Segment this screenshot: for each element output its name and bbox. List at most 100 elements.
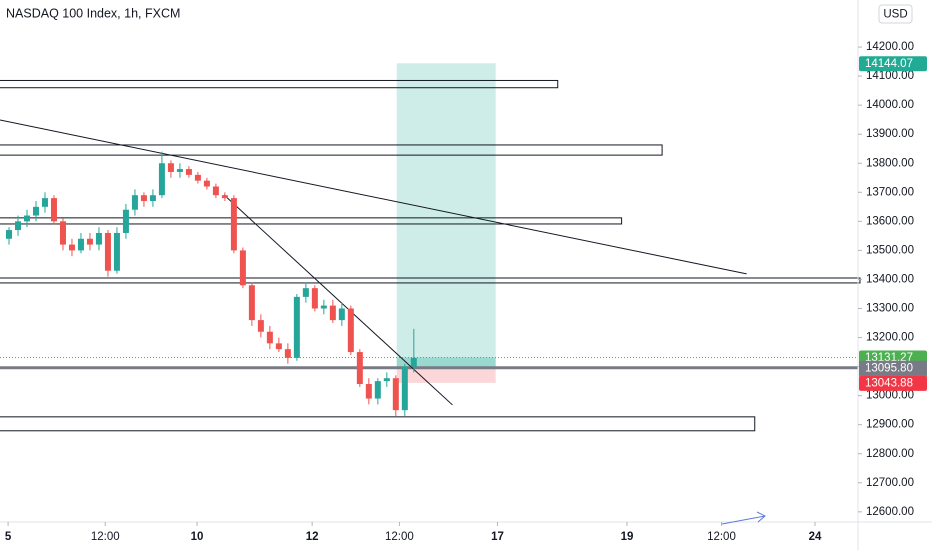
- y-tick-label: 13400.00: [866, 273, 914, 285]
- plot-area: [0, 63, 861, 432]
- y-tick-label: 13300.00: [866, 303, 914, 315]
- candle: [329, 299, 336, 324]
- candle: [320, 299, 327, 315]
- candle: [50, 195, 57, 225]
- candle-body: [131, 195, 138, 210]
- candle-body: [356, 352, 363, 385]
- x-tick-label: 24: [809, 531, 822, 543]
- candle-body: [311, 288, 318, 309]
- currency-box[interactable]: [878, 4, 913, 24]
- candle-body: [41, 198, 48, 207]
- candle-body: [275, 343, 282, 350]
- trendline: [0, 119, 747, 275]
- candle-body: [77, 238, 84, 251]
- candle-body: [302, 288, 309, 297]
- candle: [266, 325, 273, 350]
- position-stop-zone: [396, 367, 496, 383]
- candle-body: [257, 320, 264, 332]
- candle-body: [32, 206, 39, 216]
- candle-body: [230, 198, 237, 251]
- candle: [257, 314, 264, 338]
- candle: [230, 195, 237, 254]
- y-tick-label: 13800.00: [866, 157, 914, 169]
- x-tick-label: 19: [621, 531, 634, 543]
- candle: [167, 160, 174, 178]
- candle: [23, 209, 30, 228]
- candle: [221, 192, 228, 202]
- candle: [140, 192, 147, 207]
- y-tick-label: 14000.00: [866, 99, 914, 111]
- candle: [365, 378, 372, 405]
- candle: [410, 328, 417, 373]
- candle: [248, 282, 255, 326]
- x-tick-label: 17: [491, 531, 504, 543]
- candle-body: [293, 296, 300, 358]
- candle-body: [59, 221, 66, 245]
- zone: [0, 79, 559, 89]
- y-tick-label: 13200.00: [866, 332, 914, 344]
- candle: [401, 363, 408, 416]
- stop-price-tag-bg: [859, 375, 927, 391]
- candle: [311, 285, 318, 312]
- candle: [104, 230, 111, 277]
- candle: [383, 372, 390, 387]
- candle: [347, 305, 354, 355]
- currency[interactable]: USD: [883, 9, 907, 21]
- candle-body: [203, 180, 210, 187]
- zone: [0, 217, 623, 225]
- candle: [113, 227, 120, 274]
- position-open-profit: [396, 357, 496, 368]
- y-tick-label: 13500.00: [866, 244, 914, 256]
- candle-body: [167, 163, 174, 172]
- candle-body: [338, 308, 345, 321]
- x-tick-label: 12:00: [385, 531, 414, 543]
- trendline: [223, 194, 453, 406]
- entry-price-tag-bg: [859, 360, 927, 376]
- candle-body: [95, 232, 102, 245]
- zone: [0, 144, 663, 156]
- candle: [158, 151, 165, 199]
- candle-body: [347, 308, 354, 353]
- candle-body: [266, 331, 273, 344]
- candle: [338, 302, 345, 326]
- candle-body: [248, 285, 255, 321]
- candle-body: [221, 195, 228, 199]
- candle: [5, 227, 12, 245]
- candle: [176, 163, 183, 178]
- x-tick-label: 12:00: [707, 531, 736, 543]
- candle-body: [284, 349, 291, 358]
- chart-title: NASDAQ 100 Index, 1h, FXCM: [6, 6, 180, 20]
- candle: [212, 183, 219, 199]
- candle-body: [365, 384, 372, 399]
- zone: [0, 416, 756, 432]
- y-tick-label: 12800.00: [866, 448, 914, 460]
- x-tick-label: 12:00: [91, 531, 120, 543]
- y-tick-label: 12600.00: [866, 506, 914, 518]
- candle: [284, 343, 291, 364]
- candle: [239, 247, 246, 289]
- candle-body: [185, 169, 192, 175]
- candle: [131, 189, 138, 216]
- y-tick-label: 13900.00: [866, 128, 914, 140]
- y-tick-label: 14100.00: [866, 70, 914, 82]
- candle: [392, 375, 399, 416]
- x-tick-label: 12: [306, 531, 319, 543]
- position-target-zone: [396, 63, 496, 368]
- candle-body: [383, 378, 390, 382]
- candle-body: [149, 195, 156, 202]
- drawing-arrow: [721, 511, 766, 525]
- candle-body: [194, 174, 201, 181]
- candle: [32, 201, 39, 222]
- y-tick-label: 13600.00: [866, 215, 914, 227]
- candle-body: [329, 305, 336, 321]
- candle-body: [176, 169, 183, 172]
- candle: [86, 232, 93, 251]
- x-tick-label: 10: [191, 531, 204, 543]
- y-tick-label: 13000.00: [866, 390, 914, 402]
- candle: [185, 166, 192, 178]
- candle-body: [212, 186, 219, 196]
- candle: [194, 171, 201, 184]
- candle-body: [122, 209, 129, 233]
- candle-body: [5, 230, 12, 239]
